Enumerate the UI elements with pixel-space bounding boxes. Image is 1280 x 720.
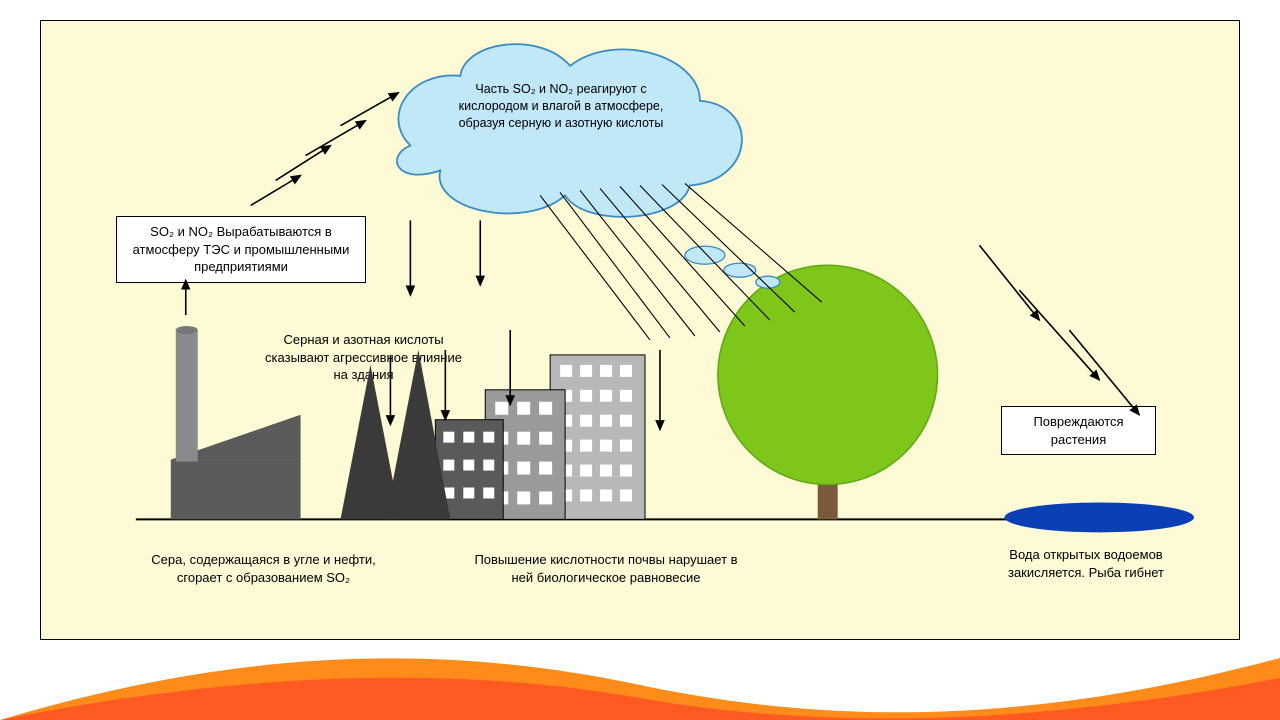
cloud-label: Часть SO₂ и NO₂ реагируют с кислородом и… [441,81,681,132]
bottom-wave-decoration [0,640,1280,720]
slide-frame: Часть SO₂ и NO₂ реагируют с кислородом и… [40,20,1240,640]
